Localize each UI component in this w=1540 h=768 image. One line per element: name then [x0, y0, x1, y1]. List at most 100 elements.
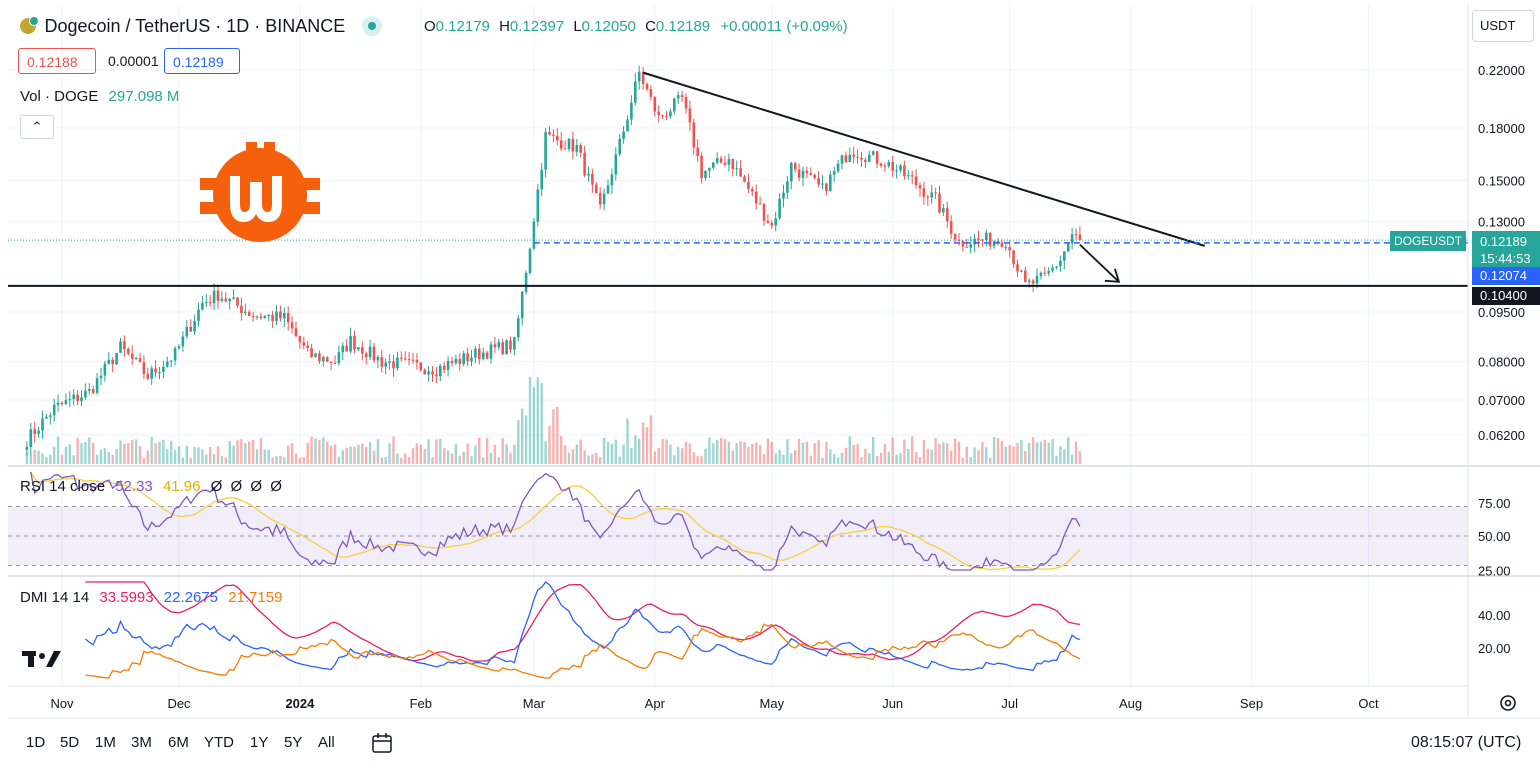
volume-bar — [934, 438, 937, 464]
volume-bar — [630, 447, 633, 464]
symbol-legend[interactable]: Dogecoin / TetherUS · 1D · BINANCE — [20, 16, 382, 37]
time-tick-label: 2024 — [285, 696, 315, 711]
volume-bar — [95, 454, 99, 464]
candle-body — [875, 151, 879, 164]
rsi-ma-value: 41.96 — [162, 478, 201, 495]
candle-body — [216, 290, 220, 301]
candle-body — [887, 161, 891, 167]
volume-bar — [33, 449, 36, 464]
rsi-legend: RSI 14 close 52.33 41.96 Ø Ø Ø Ø — [20, 478, 282, 495]
candle-body — [470, 357, 473, 362]
volume-bar — [610, 443, 614, 464]
last-price-badge: 0.12189 15:44:53 — [1472, 231, 1540, 267]
volume-bar — [244, 443, 247, 464]
rsi-ma-line — [30, 471, 1081, 571]
timeframe-button[interactable]: All — [318, 734, 335, 751]
volume-bar — [583, 450, 586, 464]
timeframe-button[interactable]: 5D — [60, 734, 80, 751]
volume-bar — [813, 443, 816, 464]
candle-body — [1051, 267, 1054, 271]
volume-bar — [1059, 446, 1062, 464]
candle-body — [513, 337, 516, 350]
currency-selector[interactable]: USDT — [1472, 10, 1534, 42]
rsi-tick-label: 25.00 — [1478, 564, 1511, 579]
utc-clock[interactable]: 08:15:07 (UTC) — [1411, 734, 1522, 751]
timeframe-button[interactable]: YTD — [204, 734, 234, 751]
candle-body — [852, 154, 855, 157]
candle-body — [146, 374, 150, 379]
candle-body — [400, 357, 403, 359]
timeframe-button[interactable]: 6M — [168, 734, 189, 751]
collapse-legend-button[interactable]: ⌃ — [20, 115, 54, 139]
candle-body — [481, 352, 485, 359]
volume-bar — [361, 443, 364, 464]
date-range-button[interactable] — [370, 731, 394, 755]
volume-bar — [123, 443, 126, 464]
volume-bar — [146, 450, 149, 464]
candle-body — [653, 96, 657, 112]
volume-bar — [797, 438, 801, 464]
candle-body — [76, 394, 79, 402]
change-value: +0.00011 (+0.09%) — [720, 18, 848, 35]
volume-bar — [173, 450, 177, 464]
time-tick-label: Dec — [167, 696, 191, 711]
volume-bar — [942, 442, 945, 464]
timeframe-button[interactable]: 1D — [26, 734, 46, 751]
volume-bar — [501, 438, 504, 464]
timeframe-button[interactable]: 1M — [95, 734, 116, 751]
timeframe-button[interactable]: 3M — [131, 734, 152, 751]
candle-body — [189, 327, 192, 332]
candle-body — [778, 198, 781, 219]
volume-bar — [556, 406, 559, 464]
volume-bar — [977, 450, 980, 464]
candle-body — [949, 221, 953, 234]
candle-body — [1078, 234, 1082, 241]
volume-bar — [318, 439, 321, 464]
volume-bar — [423, 448, 426, 464]
volume-bar — [661, 439, 664, 464]
candle-body — [193, 321, 196, 332]
candle-body — [442, 365, 446, 370]
volume-bar — [49, 454, 52, 464]
volume-bar — [517, 420, 520, 464]
volume-bar — [680, 448, 684, 464]
volume-bar — [673, 455, 676, 464]
price-tick-label: 0.07000 — [1478, 393, 1525, 408]
volume-bar — [794, 450, 797, 464]
volume-bar — [868, 453, 871, 464]
candle-body — [111, 359, 114, 365]
candle-body — [829, 174, 832, 192]
candle-body — [914, 176, 918, 186]
candle-body — [910, 175, 914, 177]
sell-price-button[interactable]: 0.12188 — [18, 48, 96, 74]
volume-bar — [922, 439, 926, 464]
candle-body — [719, 158, 723, 163]
volume-bar — [365, 446, 368, 464]
buy-price-button[interactable]: 0.12189 — [164, 48, 240, 74]
timeframe-button[interactable]: 1Y — [250, 734, 269, 751]
volume-bar — [950, 450, 953, 464]
candle-body — [836, 163, 840, 172]
volume-bar — [462, 451, 465, 464]
candle-body — [868, 154, 871, 163]
chart-settings-button[interactable] — [1497, 692, 1519, 714]
candle-body — [341, 345, 345, 353]
candle-body — [532, 221, 536, 249]
candle-body — [661, 115, 664, 117]
candle-body — [368, 346, 372, 358]
candle-body — [68, 399, 72, 401]
candle-body — [864, 159, 867, 163]
volume-bar — [177, 446, 181, 464]
volume-bar — [860, 457, 863, 464]
bar-countdown: 15:44:53 — [1480, 251, 1531, 266]
candle-body — [1063, 251, 1066, 261]
timeframe-button[interactable]: 5Y — [284, 734, 303, 751]
volume-bar — [1024, 450, 1027, 464]
candle-body — [766, 220, 770, 223]
volume-bar — [1016, 442, 1019, 464]
volume-bar — [914, 452, 918, 464]
volume-bar — [216, 446, 220, 464]
high-value: 0.12397 — [509, 18, 565, 35]
candle-body — [1008, 247, 1011, 251]
